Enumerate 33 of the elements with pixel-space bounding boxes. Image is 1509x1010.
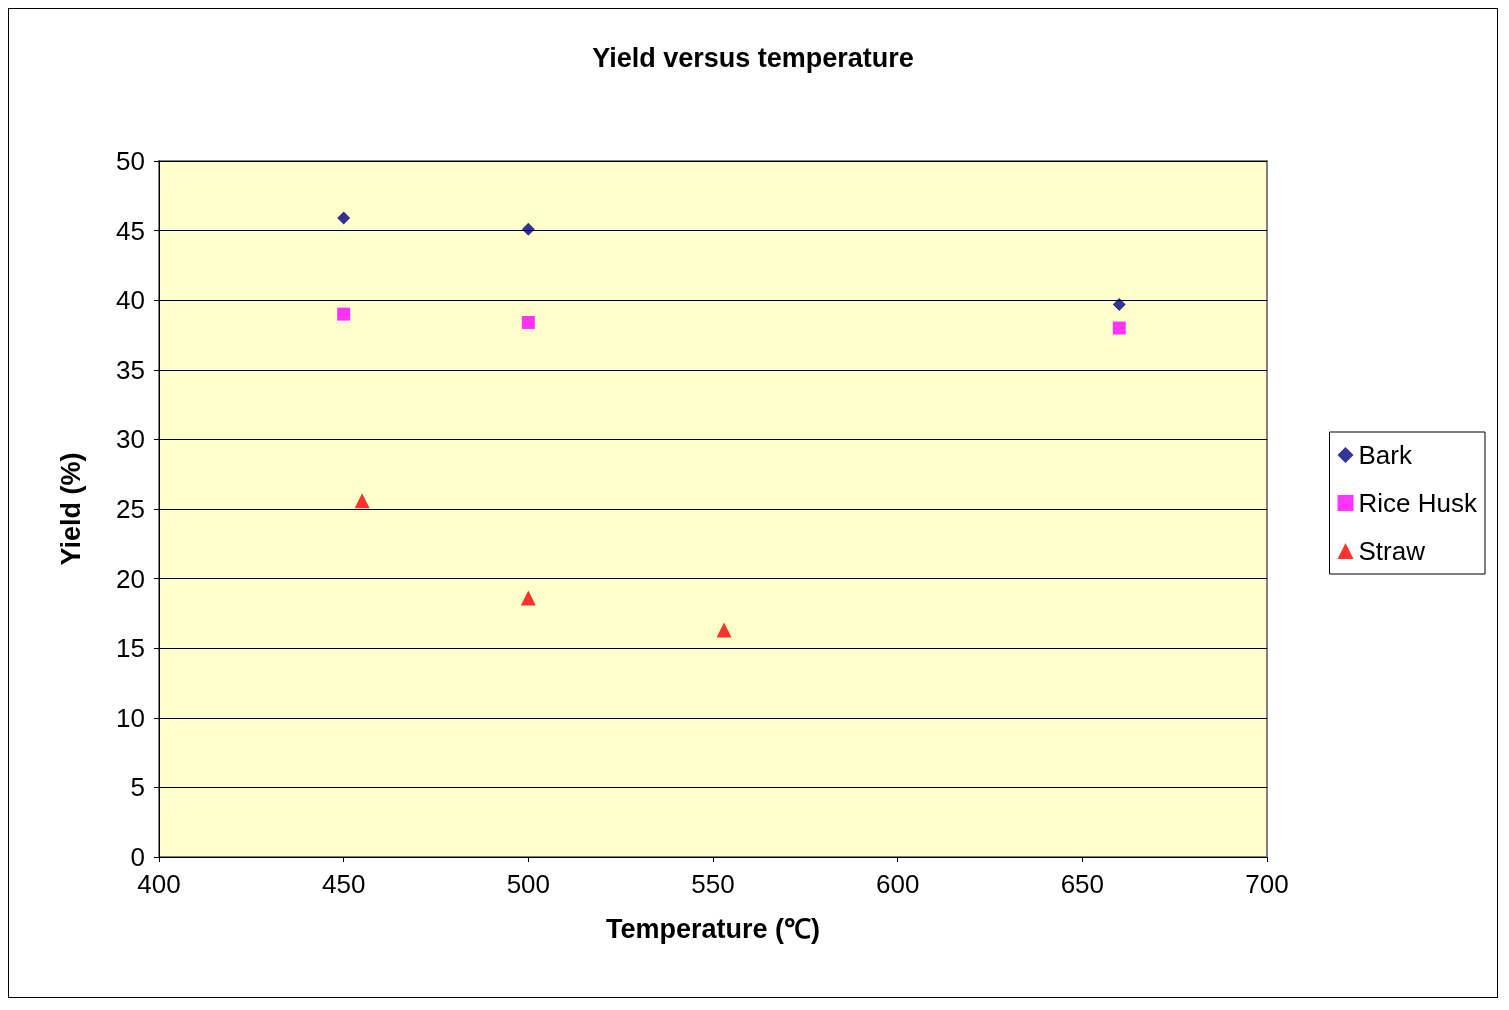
x-tick-label: 550: [691, 869, 735, 899]
y-tick-label: 50: [116, 146, 145, 176]
legend-label: Bark: [1358, 440, 1413, 470]
point: [354, 493, 370, 509]
y-tick-label: 40: [116, 285, 145, 316]
point: [1112, 297, 1126, 311]
legend-label: Straw: [1358, 536, 1426, 566]
y-tick-label: 10: [116, 702, 145, 733]
y-tick-label: 35: [116, 354, 145, 385]
y-axis-title: Yield (%): [55, 452, 86, 566]
chart-title: Yield versus temperature: [592, 42, 914, 73]
y-tick-label: 0: [130, 842, 145, 872]
point: [521, 315, 535, 329]
y-tick-label: 45: [116, 215, 145, 246]
point: [337, 307, 351, 321]
x-tick-label: 600: [875, 869, 920, 899]
point: [520, 590, 536, 606]
y-tick-label: 5: [130, 772, 145, 803]
x-tick-label: 650: [1060, 869, 1105, 899]
point: [337, 211, 351, 225]
point: [716, 622, 732, 638]
y-tick-label: 15: [116, 633, 145, 664]
y-tick-label: 20: [116, 563, 145, 594]
x-tick-label: 500: [506, 869, 551, 899]
point: [1112, 321, 1126, 335]
x-tick-label: 450: [321, 869, 366, 899]
point: [521, 222, 535, 236]
x-tick-label: 400: [137, 869, 181, 899]
legend-label: Rice Husk: [1358, 488, 1478, 518]
x-tick-label: 700: [1245, 869, 1289, 899]
x-axis-title: Temperature (℃): [605, 913, 821, 944]
y-tick-label: 30: [116, 424, 145, 455]
y-tick-label: 25: [116, 494, 145, 524]
